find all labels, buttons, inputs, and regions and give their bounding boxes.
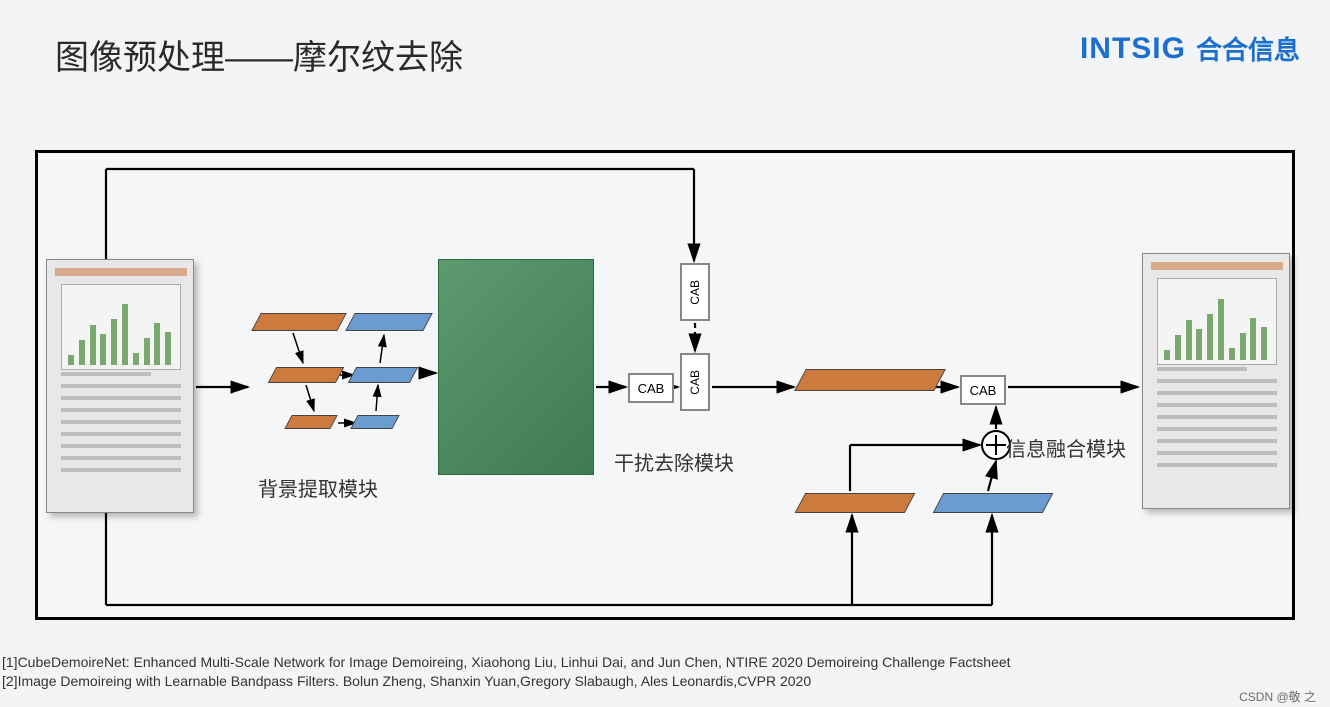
watermark: CSDN @敬 之	[1239, 688, 1316, 705]
brand: INTSIG 合合信息	[1080, 30, 1300, 67]
bg-extract-layer-2	[268, 367, 345, 383]
fusion-slab-1	[795, 493, 916, 513]
fusion-slab-0	[794, 369, 946, 391]
bg-extract-layer-1	[345, 313, 433, 331]
cab-block-right: CAB	[960, 375, 1006, 405]
cab-label: CAB	[688, 370, 702, 395]
label-interference: 干扰去除模块	[614, 447, 734, 476]
cab-label: CAB	[970, 383, 997, 398]
brand-intsig: INTSIG	[1080, 32, 1186, 66]
input-document-thumb	[46, 259, 194, 513]
ref-1: [1]CubeDemoireNet: Enhanced Multi-Scale …	[2, 653, 1011, 672]
fusion-slab-2	[933, 493, 1054, 513]
bg-extract-layer-3	[348, 367, 419, 383]
slide-canvas: 图像预处理——摩尔纹去除 INTSIG 合合信息 CAB CAB CAB CAB 背景提…	[0, 0, 1330, 707]
cab-label: CAB	[638, 381, 665, 396]
brand-cn: 合合信息	[1196, 30, 1300, 67]
output-document-thumb	[1142, 253, 1290, 509]
label-bg-extract: 背景提取模块	[258, 473, 378, 502]
ref-2: [2]Image Demoireing with Learnable Bandp…	[2, 672, 1011, 691]
slide-title: 图像预处理——摩尔纹去除	[55, 30, 463, 79]
references: [1]CubeDemoireNet: Enhanced Multi-Scale …	[2, 653, 1011, 691]
label-fusion: 信息融合模块	[1006, 433, 1126, 462]
cab-label: CAB	[688, 280, 702, 305]
green-feature-map	[438, 259, 594, 475]
architecture-diagram: CAB CAB CAB CAB 背景提取模块 干扰去除模块 信息融合模块	[35, 150, 1295, 620]
cab-block-mid: CAB	[680, 353, 710, 411]
cab-block-top: CAB	[680, 263, 710, 321]
bg-extract-layer-4	[284, 415, 337, 429]
bg-extract-layer-5	[350, 415, 399, 429]
cab-block-1: CAB	[628, 373, 674, 403]
bg-extract-layer-0	[251, 313, 347, 331]
